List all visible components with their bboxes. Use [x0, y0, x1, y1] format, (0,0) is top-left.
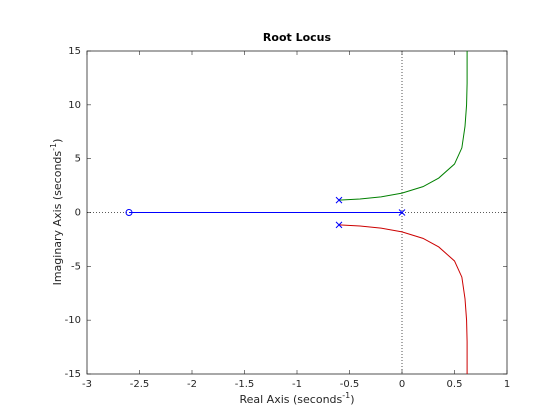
- y-label-text: Imaginary Axis (seconds: [51, 151, 64, 286]
- y-tick-label: -5: [71, 261, 81, 272]
- zero-marker: [125, 209, 133, 216]
- x-label-suffix: ): [350, 393, 354, 406]
- x-tick-label: -1: [292, 379, 302, 390]
- chart-title: Root Locus: [263, 31, 332, 44]
- x-axis-label: Real Axis (seconds-1): [239, 391, 354, 407]
- pole-marker: [398, 209, 406, 216]
- y-tick-label: -10: [65, 315, 81, 326]
- pole-marker: [335, 221, 343, 229]
- y-label-suffix: ): [51, 139, 64, 143]
- x-tick-label: 0.5: [447, 379, 463, 390]
- x-tick-label: -3: [82, 379, 92, 390]
- y-tick-label: 5: [75, 154, 81, 165]
- locus-branch: [338, 51, 468, 201]
- x-label-text: Real Axis (seconds: [239, 393, 342, 406]
- y-tick-label: -15: [65, 369, 81, 380]
- y-label-sup: -1: [49, 143, 58, 151]
- y-tick-label: 0: [75, 208, 81, 219]
- locus-branch: [338, 224, 468, 374]
- x-tick-label: -1.5: [235, 379, 255, 390]
- x-tick-label: 0: [399, 379, 405, 390]
- y-tick-label: 15: [68, 46, 81, 57]
- x-tick-label: -0.5: [340, 379, 360, 390]
- pole-marker: [335, 196, 343, 204]
- x-tick-label: -2.5: [130, 379, 150, 390]
- y-tick-label: 10: [68, 100, 81, 111]
- y-axis-label: Imaginary Axis (seconds-1): [49, 139, 65, 286]
- x-label-sup: -1: [342, 391, 350, 400]
- x-tick-label: 1: [504, 379, 510, 390]
- x-tick-label: -2: [187, 379, 197, 390]
